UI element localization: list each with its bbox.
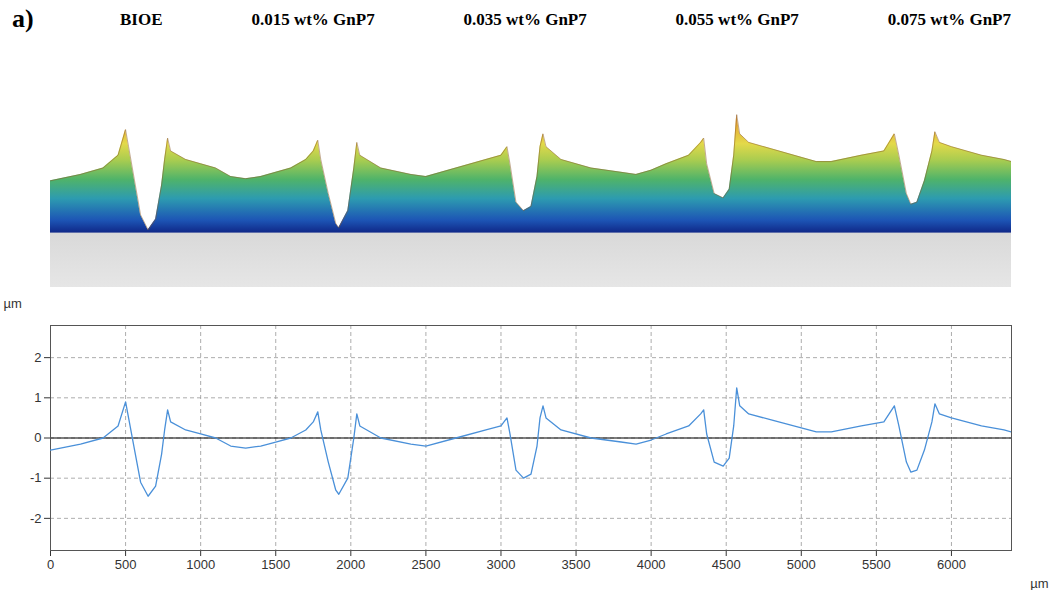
svg-text:1: 1	[34, 390, 41, 405]
svg-text:1000: 1000	[186, 557, 215, 572]
svg-text:2: 2	[34, 350, 41, 365]
svg-text:4500: 4500	[712, 557, 741, 572]
svg-text:0: 0	[47, 557, 54, 572]
svg-text:0: 0	[34, 430, 41, 445]
svg-text:1500: 1500	[261, 557, 290, 572]
html-text:a): a)	[12, 4, 34, 33]
html-text:0.055 wt% GnP7: 0.055 wt% GnP7	[675, 10, 799, 29]
svg-text:µm: µm	[4, 296, 22, 311]
html-text:0.035 wt% GnP7: 0.035 wt% GnP7	[463, 10, 587, 29]
svg-text:µm: µm	[1030, 576, 1048, 591]
html-text:BIOE: BIOE	[120, 10, 163, 29]
svg-text:3500: 3500	[562, 557, 591, 572]
svg-text:2000: 2000	[336, 557, 365, 572]
html-text:0.015 wt% GnP7: 0.015 wt% GnP7	[251, 10, 375, 29]
svg-text:-1: -1	[30, 470, 42, 485]
svg-text:-2: -2	[30, 511, 42, 526]
svg-text:2500: 2500	[411, 557, 440, 572]
svg-text:500: 500	[115, 557, 137, 572]
svg-text:5500: 5500	[862, 557, 891, 572]
svg-text:3000: 3000	[487, 557, 516, 572]
svg-text:4000: 4000	[637, 557, 666, 572]
svg-text:6000: 6000	[937, 557, 966, 572]
svg-text:5000: 5000	[787, 557, 816, 572]
html-text:0.075 wt% GnP7: 0.075 wt% GnP7	[887, 10, 1011, 29]
